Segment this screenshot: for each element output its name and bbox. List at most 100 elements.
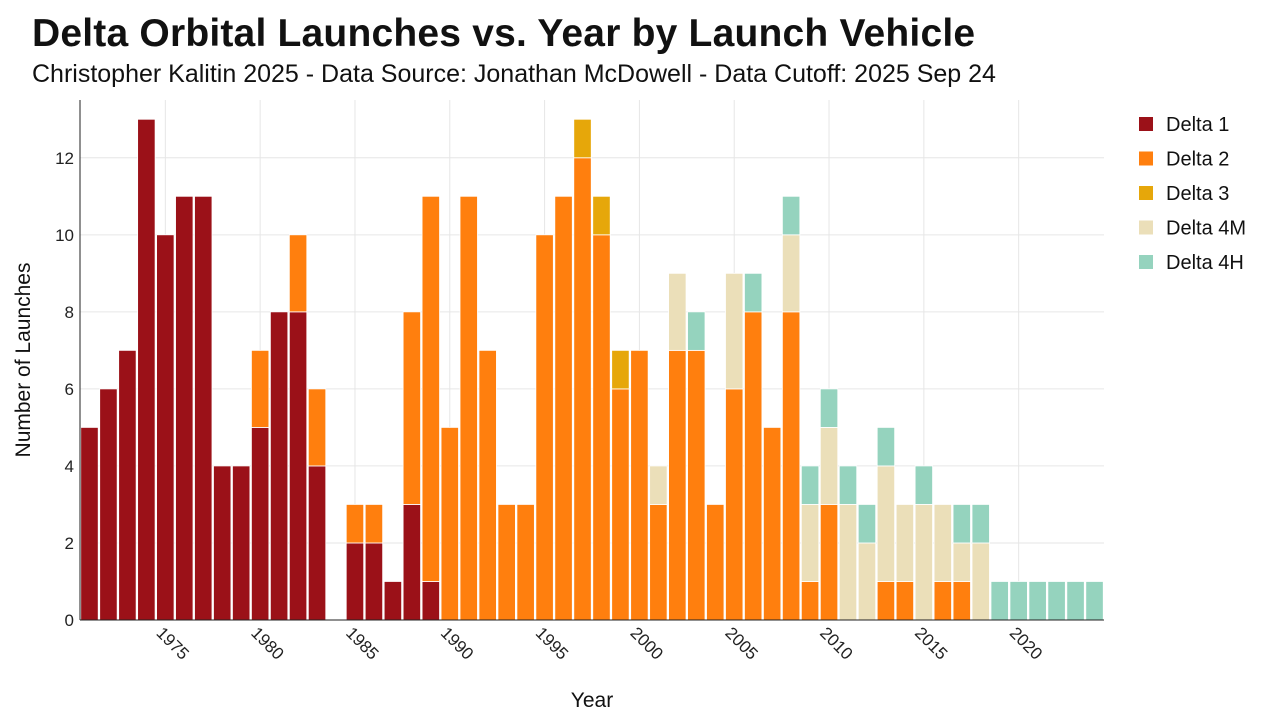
x-tick-label: 1990 (437, 623, 477, 663)
x-tick-label: 1985 (342, 623, 382, 663)
bar-delta-4h-2019 (990, 581, 1009, 621)
bar-delta-1-1972 (99, 388, 118, 621)
bar-delta-2-1986 (364, 504, 384, 544)
x-tick-label: 2015 (911, 623, 951, 663)
bar-delta-2-2009 (800, 581, 820, 621)
bar-delta-1-1971 (80, 427, 99, 621)
x-tick-label: 1995 (532, 623, 572, 663)
bar-delta-1-1982 (288, 311, 308, 621)
bar-delta-4m-2018 (971, 542, 990, 621)
bar-delta-2-1996 (554, 195, 573, 621)
bar-delta-4h-2018 (971, 504, 990, 544)
legend-label-delta-4h: Delta 4H (1166, 252, 1244, 274)
bar-delta-4h-2008 (781, 195, 801, 236)
bar-delta-4m-2011 (838, 504, 858, 621)
bar-delta-1-1983 (307, 465, 327, 621)
legend-swatch-delta-1 (1139, 117, 1153, 131)
y-tick-label: 0 (65, 611, 74, 630)
y-tick-label: 2 (65, 534, 74, 553)
bar-delta-2-2002 (668, 349, 687, 621)
bar-delta-2-1980 (251, 349, 270, 428)
bar-delta-2-1992 (478, 349, 497, 621)
bar-delta-4h-2003 (687, 311, 706, 351)
bar-delta-4h-2012 (857, 504, 877, 544)
x-tick-label: 1980 (247, 623, 287, 663)
bar-delta-1-1981 (269, 311, 289, 621)
bar-delta-1-1988 (402, 504, 421, 621)
bar-delta-4m-2005 (725, 272, 744, 390)
bar-delta-2-1999 (611, 388, 630, 621)
bar-delta-2-2016 (933, 581, 952, 621)
y-axis-label: Number of Launches (12, 263, 35, 458)
bar-delta-4h-2024 (1085, 581, 1104, 621)
bar-delta-4h-2017 (952, 504, 971, 544)
chart-subtitle: Christopher Kalitin 2025 - Data Source: … (32, 60, 996, 88)
bar-delta-4h-2021 (1028, 581, 1047, 621)
legend-label-delta-2: Delta 2 (1166, 149, 1229, 171)
bar-delta-2-2007 (763, 427, 782, 621)
bar-delta-4h-2020 (1009, 581, 1028, 621)
bar-delta-4h-2011 (838, 465, 858, 505)
x-tick-label: 2005 (721, 623, 761, 663)
x-axis-label: Year (571, 689, 613, 712)
bar-delta-4h-2023 (1066, 581, 1085, 621)
legend-swatch-delta-2 (1139, 151, 1153, 166)
bar-delta-4h-2009 (800, 465, 820, 505)
y-tick-label: 12 (55, 149, 74, 168)
bar-delta-4h-2022 (1047, 581, 1066, 621)
bar-delta-4h-2013 (876, 427, 896, 467)
bar-delta-2-1990 (440, 427, 459, 621)
bar-delta-2-2004 (706, 504, 725, 621)
y-tick-label: 4 (65, 457, 74, 476)
bar-delta-2-1995 (535, 234, 554, 621)
bar-delta-2-2013 (876, 581, 896, 621)
bar-delta-2-2001 (649, 504, 668, 621)
bar-delta-1-1977 (194, 195, 213, 621)
x-tick-label: 2000 (627, 623, 667, 663)
bar-delta-2-2006 (744, 311, 763, 621)
bar-delta-1-1975 (156, 234, 175, 621)
bar-delta-4m-2017 (952, 542, 971, 582)
bar-delta-2-2000 (630, 349, 649, 621)
bars-layer (80, 118, 1104, 621)
bar-delta-1-1978 (213, 465, 232, 621)
bar-delta-4m-2015 (914, 504, 933, 621)
bar-delta-1-1985 (345, 542, 365, 621)
bar-delta-2-1983 (307, 388, 327, 467)
bar-delta-2-2005 (725, 388, 744, 621)
bar-delta-2-1988 (402, 311, 421, 505)
y-tick-label: 10 (55, 226, 74, 245)
bar-delta-1-1986 (364, 542, 384, 621)
y-tick-label: 6 (65, 380, 74, 399)
bar-delta-2-1989 (421, 195, 440, 582)
bar-delta-2-1998 (592, 234, 611, 621)
x-tick-label: 2020 (1006, 623, 1046, 663)
chart-title: Delta Orbital Launches vs. Year by Launc… (32, 12, 976, 55)
bar-delta-1-1974 (137, 118, 156, 621)
y-tick-label: 8 (65, 303, 74, 322)
x-tick-label: 1975 (153, 623, 193, 663)
bar-delta-2-2008 (781, 311, 801, 621)
legend-swatch-delta-3 (1139, 186, 1153, 200)
bar-delta-4m-2016 (933, 504, 952, 582)
bar-delta-4m-2012 (857, 542, 877, 621)
bar-delta-1-1980 (251, 427, 270, 621)
legend-swatch-delta-4h (1139, 255, 1153, 269)
x-tick-label: 2010 (816, 623, 856, 663)
bar-delta-2-1985 (345, 504, 365, 544)
bar-delta-1-1987 (383, 581, 403, 621)
bar-delta-2-1993 (497, 504, 516, 621)
bar-delta-4m-2001 (649, 465, 668, 505)
bar-delta-1-1976 (175, 195, 194, 621)
bar-delta-4h-2010 (819, 388, 839, 428)
legend-label-delta-3: Delta 3 (1166, 183, 1229, 205)
bar-delta-4m-2014 (895, 504, 915, 582)
bar-delta-3-1999 (611, 349, 630, 390)
legend-label-delta-4m: Delta 4M (1166, 218, 1246, 240)
bar-delta-4m-2010 (819, 427, 839, 505)
bar-delta-2-2014 (895, 581, 915, 621)
bar-delta-4m-2002 (668, 272, 687, 351)
bar-delta-3-1997 (573, 118, 592, 159)
bar-delta-4h-2006 (744, 272, 763, 313)
